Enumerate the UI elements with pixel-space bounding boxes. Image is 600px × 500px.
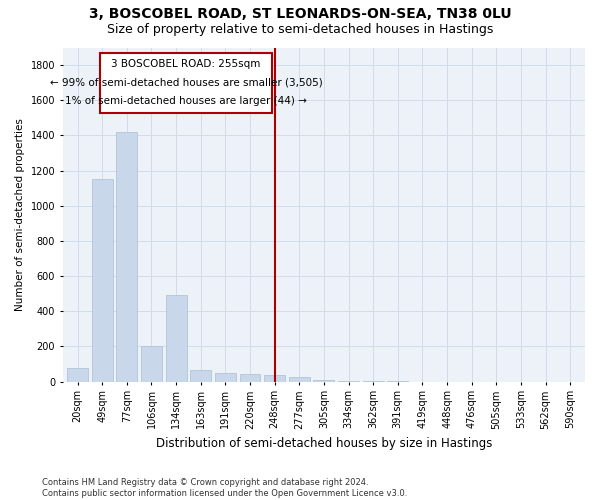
Text: 1% of semi-detached houses are larger (44) →: 1% of semi-detached houses are larger (4… (65, 96, 307, 106)
Text: 3, BOSCOBEL ROAD, ST LEONARDS-ON-SEA, TN38 0LU: 3, BOSCOBEL ROAD, ST LEONARDS-ON-SEA, TN… (89, 8, 511, 22)
Bar (313, 380, 334, 382)
X-axis label: Distribution of semi-detached houses by size in Hastings: Distribution of semi-detached houses by … (156, 437, 492, 450)
Bar (215, 372, 236, 382)
Y-axis label: Number of semi-detached properties: Number of semi-detached properties (15, 118, 25, 311)
Text: 3 BOSCOBEL ROAD: 255sqm: 3 BOSCOBEL ROAD: 255sqm (111, 59, 260, 69)
Bar (141, 346, 162, 382)
Bar (92, 180, 113, 382)
Bar (264, 376, 285, 382)
Text: Contains HM Land Registry data © Crown copyright and database right 2024.
Contai: Contains HM Land Registry data © Crown c… (42, 478, 407, 498)
Bar (239, 374, 260, 382)
Bar (67, 368, 88, 382)
Bar (190, 370, 211, 382)
Bar (338, 380, 359, 382)
FancyBboxPatch shape (100, 53, 272, 112)
Bar (166, 296, 187, 382)
Text: Size of property relative to semi-detached houses in Hastings: Size of property relative to semi-detach… (107, 22, 493, 36)
Bar (289, 377, 310, 382)
Text: ← 99% of semi-detached houses are smaller (3,505): ← 99% of semi-detached houses are smalle… (50, 78, 322, 88)
Bar (116, 132, 137, 382)
